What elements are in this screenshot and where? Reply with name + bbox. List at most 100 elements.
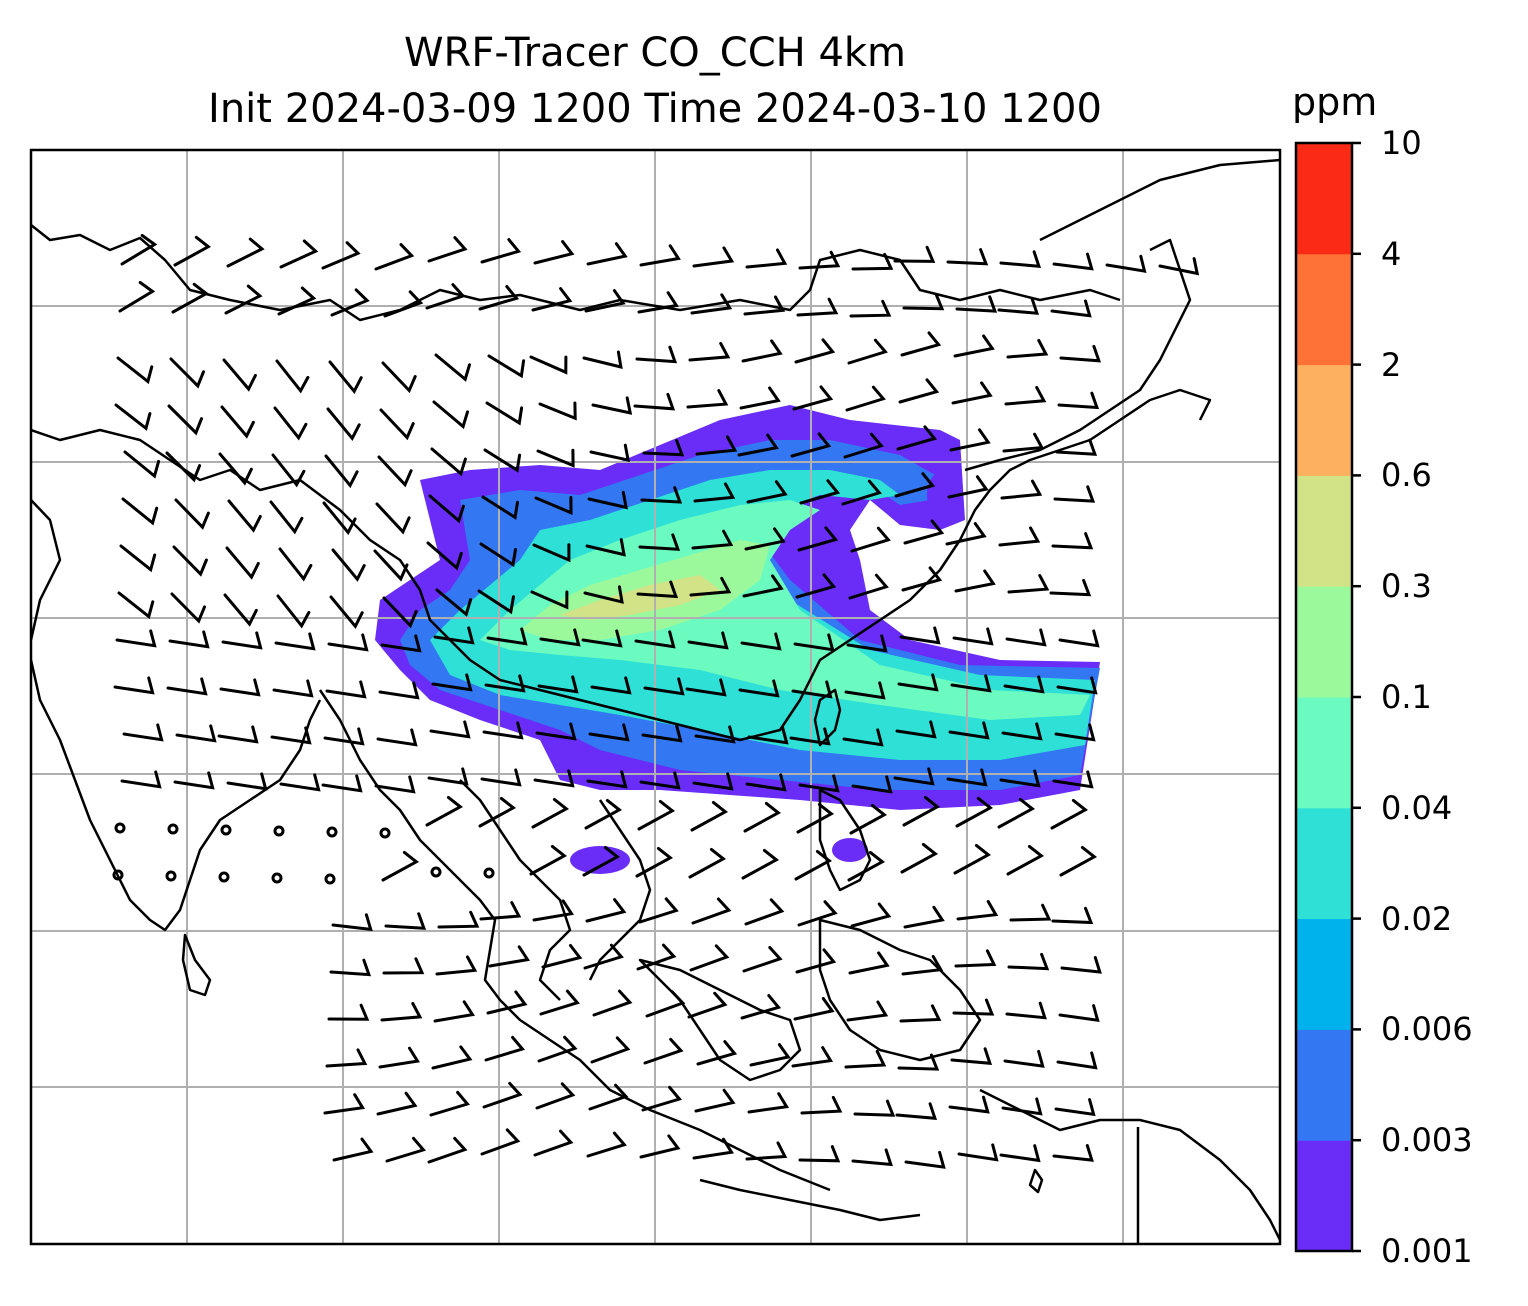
- wind-barb: [276, 594, 311, 629]
- wind-barb: [635, 846, 674, 878]
- wind-barb: [952, 627, 994, 646]
- wind-barb: [957, 1143, 999, 1162]
- wind-barb: [690, 800, 729, 832]
- colorbar-tick-label: 2: [1381, 345, 1402, 384]
- wind-barb: [225, 546, 260, 580]
- wind-barb: [953, 334, 995, 358]
- wind-barb: [429, 720, 471, 739]
- wind-barb: [798, 1145, 841, 1163]
- wind-barb: [742, 574, 784, 598]
- wind-barb: [798, 774, 840, 793]
- wind-barb: [789, 727, 831, 746]
- wind-barb: [946, 768, 988, 787]
- wind-barb: [175, 724, 217, 743]
- colorbar-tick-label: 0.6: [1381, 456, 1432, 495]
- wind-barb: [691, 897, 732, 925]
- wind-barb: [330, 288, 370, 317]
- wind-barb: [122, 723, 164, 742]
- wind-barb: [488, 945, 530, 968]
- wind-barb: [378, 681, 420, 700]
- wind-barb: [633, 392, 676, 411]
- wind-barb: [1105, 254, 1147, 273]
- wind-barb: [582, 845, 621, 877]
- wind-barb: [432, 400, 469, 430]
- wind-barb: [326, 407, 361, 442]
- wind-barb: [584, 289, 626, 313]
- wind-barb: [743, 801, 782, 833]
- wind-barb: [745, 1141, 788, 1161]
- wind-barb: [796, 802, 835, 834]
- wind-barb: [900, 331, 942, 357]
- wind-barb: [951, 381, 993, 405]
- wind-barb: [955, 295, 998, 313]
- wind-barb: [534, 496, 573, 515]
- wind-barb: [688, 847, 727, 879]
- wind-barb: [898, 378, 940, 404]
- wind-barb: [639, 771, 681, 790]
- wind-barb: [324, 454, 359, 489]
- wind-barb: [638, 897, 679, 924]
- colorbar-segment: [1296, 253, 1352, 366]
- wind-barb: [903, 519, 945, 545]
- wind-barb: [169, 357, 205, 389]
- wind-barb: [738, 679, 780, 698]
- calm-wind-marker: [165, 870, 177, 882]
- wind-barb: [374, 775, 416, 794]
- wind-barb: [165, 451, 202, 483]
- wind-barb: [997, 797, 1036, 829]
- wind-barb: [841, 479, 882, 506]
- wind-barb: [113, 676, 155, 695]
- wind-barb: [120, 770, 162, 789]
- wind-barb: [639, 1134, 681, 1159]
- wind-barb: [327, 633, 369, 652]
- wind-barb: [999, 769, 1041, 788]
- wind-barbs: [112, 234, 1200, 1169]
- wind-barb: [636, 580, 679, 599]
- wind-barb: [167, 404, 203, 436]
- wind-barb: [480, 768, 522, 787]
- wind-barb: [795, 948, 837, 974]
- wind-barb: [272, 679, 314, 698]
- wind-barb: [847, 850, 886, 882]
- wind-barb: [692, 246, 735, 268]
- colorbar-segment: [1296, 586, 1352, 698]
- wind-barb: [380, 634, 422, 653]
- wind-barb: [739, 386, 781, 410]
- wind-barb: [747, 1092, 790, 1114]
- colorbar-tick-label: 10: [1381, 124, 1422, 162]
- wind-barb: [385, 1136, 427, 1163]
- wind-barb: [794, 338, 836, 364]
- wind-barb: [1050, 299, 1092, 318]
- wind-barb: [325, 1048, 368, 1068]
- wind-barb: [586, 242, 628, 266]
- wind-barb: [637, 291, 679, 314]
- wind-barb: [798, 250, 841, 270]
- wind-barb: [434, 353, 471, 382]
- wind-barb: [480, 1128, 521, 1156]
- wind-barb: [1007, 952, 1050, 971]
- wind-barb: [793, 633, 835, 652]
- wind-barb: [955, 796, 994, 828]
- wind-barb: [585, 538, 626, 557]
- wind-barb: [800, 1095, 843, 1115]
- wind-barb: [322, 501, 357, 536]
- wind-barb: [1054, 1098, 1096, 1117]
- wind-barb: [1003, 675, 1045, 694]
- wind-barb: [744, 527, 786, 551]
- wind-barb: [846, 634, 888, 653]
- wind-barb: [847, 338, 888, 365]
- wind-barb: [431, 673, 473, 692]
- wind-barb: [383, 290, 424, 318]
- wind-barb: [690, 293, 733, 315]
- wind-barb: [376, 1091, 418, 1116]
- wind-barb: [1052, 1144, 1094, 1162]
- wind-barb: [1006, 339, 1049, 359]
- wind-barb: [1004, 385, 1047, 406]
- calm-wind-marker: [114, 822, 126, 834]
- wind-barb: [850, 902, 892, 928]
- wind-barb: [376, 728, 418, 747]
- wind-barb: [427, 236, 468, 263]
- wind-barb: [323, 1093, 366, 1115]
- wind-barb: [948, 721, 990, 740]
- wind-barb: [1054, 723, 1096, 742]
